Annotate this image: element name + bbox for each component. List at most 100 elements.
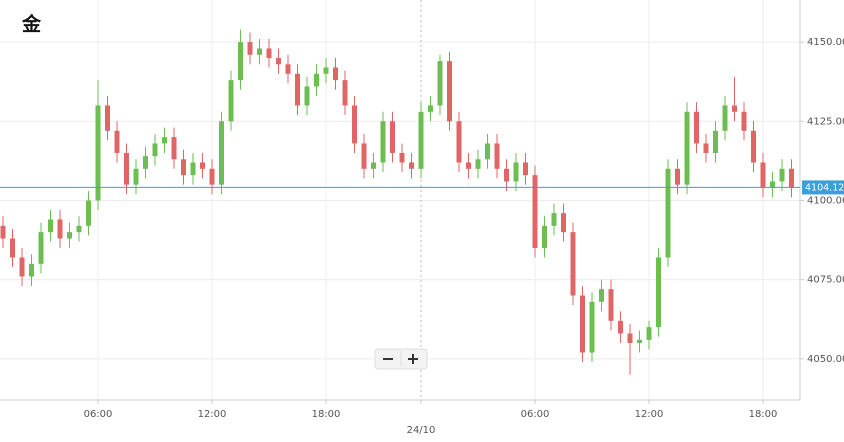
candle-body	[646, 327, 652, 340]
candle-body	[713, 130, 718, 153]
candle-body	[751, 130, 756, 163]
x-tick-label: 24/10	[407, 425, 436, 436]
candle-body	[304, 86, 310, 106]
candle-body	[637, 339, 642, 343]
candle-body	[447, 61, 452, 122]
candle-body	[599, 289, 604, 302]
candle-body	[171, 137, 177, 160]
candle-body	[580, 295, 585, 353]
current-price-box	[802, 180, 844, 195]
candle-body	[143, 156, 148, 169]
candle-body	[532, 175, 538, 248]
candle-body	[95, 105, 101, 201]
candle-body	[57, 219, 63, 239]
candle-body	[428, 105, 433, 112]
candle-body	[542, 225, 547, 248]
candle-body	[523, 162, 528, 176]
candle-body	[437, 61, 443, 106]
candle-body	[390, 121, 395, 153]
candle-body	[409, 162, 414, 169]
candle-body	[181, 159, 186, 176]
candle-body	[513, 162, 519, 182]
candle-body	[694, 111, 699, 144]
candle-body	[371, 162, 376, 169]
candle-body	[456, 121, 462, 163]
candle-body	[133, 168, 139, 185]
candle-body	[741, 111, 747, 131]
candle-body	[551, 213, 557, 226]
candle-body	[380, 121, 386, 163]
candle-body	[238, 42, 243, 81]
candle-body	[627, 333, 633, 343]
candle-body	[48, 219, 53, 233]
candle-body	[485, 143, 490, 160]
candle-body	[314, 73, 319, 87]
candle-body	[703, 143, 709, 153]
x-tick-label: 12:00	[635, 409, 664, 420]
candle-body	[418, 111, 424, 169]
candle-body	[276, 57, 281, 65]
candle-body	[608, 289, 614, 321]
candle-body	[333, 67, 338, 81]
candle-body	[76, 225, 82, 233]
candle-body	[67, 232, 72, 239]
candle-body	[494, 143, 500, 169]
candle-body	[779, 168, 785, 182]
y-tick-label: 4075.00	[807, 275, 844, 286]
candle-body	[570, 232, 576, 296]
candle-body	[504, 168, 509, 182]
candle-body	[190, 162, 196, 176]
candle-body	[789, 168, 794, 188]
x-tick-label: 18:00	[749, 409, 778, 420]
candle-body	[38, 232, 44, 264]
candle-body	[105, 105, 110, 131]
chart-title: 金	[21, 13, 42, 36]
candle-body	[247, 42, 253, 55]
candle-body	[124, 152, 129, 185]
candle-body	[665, 168, 671, 258]
candle-body	[399, 152, 405, 163]
current-price-label: 4104.12	[805, 182, 844, 193]
candle-body	[352, 105, 357, 144]
candle-body	[0, 225, 6, 239]
candle-body	[266, 48, 272, 58]
candle-body	[732, 105, 737, 112]
y-tick-label: 4050.00	[807, 354, 844, 365]
candle-body	[361, 143, 367, 169]
x-tick-label: 18:00	[312, 409, 341, 420]
candle-body	[656, 257, 661, 328]
candle-body	[10, 238, 15, 258]
candle-body	[295, 73, 300, 106]
candle-body	[228, 80, 234, 122]
candle-body	[760, 162, 766, 188]
zoom-controls	[374, 348, 428, 370]
x-tick-label: 06:00	[521, 409, 550, 420]
zoom-in-button[interactable]	[408, 354, 418, 364]
candle-body	[29, 263, 34, 277]
candle-body	[209, 168, 215, 185]
candle-body	[200, 162, 205, 169]
candle-body	[342, 80, 348, 106]
candle-body	[162, 137, 167, 144]
candle-body	[722, 105, 728, 131]
candle-body	[323, 67, 329, 74]
y-tick-label: 4100.00	[807, 195, 844, 206]
candle-body	[618, 320, 623, 334]
candle-body	[561, 213, 566, 233]
candle-body	[684, 111, 690, 185]
candle-body	[114, 130, 120, 153]
candle-body	[152, 143, 158, 157]
candle-body	[675, 168, 680, 185]
candle-body	[466, 162, 471, 169]
candle-body	[86, 200, 91, 226]
candle-body	[475, 159, 481, 169]
candle-body	[589, 301, 595, 353]
candle-body	[19, 257, 25, 277]
candle-body	[257, 48, 262, 55]
y-tick-label: 4125.00	[807, 116, 844, 127]
x-tick-label: 06:00	[84, 409, 113, 420]
candle-body	[219, 121, 224, 185]
y-tick-label: 4150.00	[807, 37, 844, 48]
candle-body	[770, 181, 775, 188]
